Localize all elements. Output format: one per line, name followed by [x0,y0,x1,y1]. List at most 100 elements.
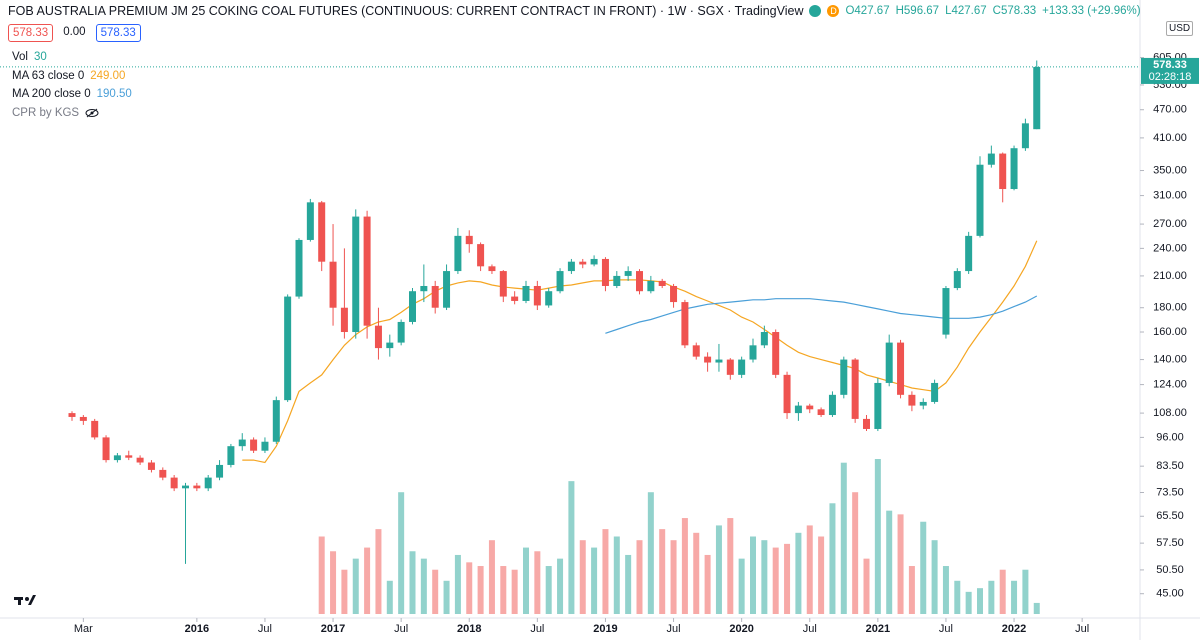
volume-bar [488,540,495,614]
candle-body [760,332,768,346]
candle-body [1033,66,1041,130]
volume-bar [704,554,711,614]
y-tick-label: 350.00 [1153,164,1187,176]
volume-bar [511,569,518,614]
trade-bar: 578.33 0.00 578.33 [8,24,141,42]
candle-body [567,261,575,272]
volume-bar [840,462,847,614]
volume-bar [931,540,938,614]
candle-body [919,401,927,406]
legend-value: 190.50 [96,88,132,100]
volume-bar [341,569,348,614]
candle-body [216,464,224,478]
candle-body [227,446,235,465]
y-tick-label: 108.00 [1153,407,1187,419]
legend-label: Vol [12,51,28,63]
candle-body [261,441,269,451]
y-tick-label: 73.50 [1156,486,1184,498]
status-dot [809,5,822,17]
candle-body [533,285,541,306]
volume-bar [784,543,791,614]
candle-body [397,321,405,343]
candle-body [250,439,258,451]
candle-body [511,296,519,301]
legend: Vol 30 MA 63 close 0 249.00 MA 200 close 0… [12,48,132,122]
currency-button[interactable]: USD [1166,21,1194,36]
low: L427.67 [945,5,987,17]
spread: 0.00 [63,26,86,38]
volume-bar [852,492,859,614]
candle-body [238,439,246,447]
candle-body [670,285,678,303]
volume-bar [1033,602,1040,614]
x-tick-label: Jul [803,623,817,635]
candle-body [931,382,939,402]
volume-bar [1022,569,1029,614]
candle-body [409,291,416,322]
volume-bar [874,459,881,614]
volume-bar [420,558,427,614]
candle-body [658,280,666,286]
candle-body [499,271,507,297]
y-tick-label: 410.00 [1153,132,1187,144]
candle-body [965,235,973,272]
candle-body [352,216,360,333]
volume-bar [318,536,325,614]
y-tick-label: 470.00 [1153,104,1187,116]
candle-body [477,244,485,267]
candle-body [976,164,984,236]
candle-body [91,420,99,438]
buy-button[interactable]: 578.33 [95,24,141,42]
volume-bar [613,536,620,614]
volume-bar [863,558,870,614]
candle-body [136,457,144,463]
price-tag-price: 578.33 [1153,59,1187,71]
volume-bar [1011,580,1018,614]
x-tick-label: 2018 [457,623,481,635]
candle-body [692,345,700,357]
candle-body [79,416,87,421]
high: H596.67 [895,5,940,17]
legend-value: 30 [34,51,47,63]
candle-body [624,271,632,276]
ma200-line [605,295,1038,334]
volume-bar [977,588,983,614]
candle-body [488,266,496,272]
candle-body [908,394,916,406]
candle-body [579,261,587,265]
volume-bar [443,580,450,614]
legend-row: MA 200 close 0 190.50 [12,85,132,104]
candle-body [738,359,746,375]
y-tick-label: 96.00 [1156,431,1184,443]
volume-bar [965,591,972,614]
candle-body [113,455,121,461]
sell-button[interactable]: 578.33 [8,24,54,42]
volume-bar [795,532,802,614]
candle-body [329,261,337,308]
volume-bar [942,566,949,614]
volume-bar [545,566,552,614]
x-tick-label: Mar [74,623,93,635]
tv-logo [14,595,36,605]
candle-body [318,202,326,262]
volume-bar [500,566,507,614]
candle-body [726,359,734,375]
candle-body [522,285,530,301]
candle-body [363,216,371,326]
header: FOB AUSTRALIA PREMIUM JM 25 COKING COAL … [8,4,1141,18]
hidden-icon[interactable] [85,108,99,118]
y-tick-label: 65.50 [1156,510,1184,522]
x-tick-label: Jul [1075,623,1089,635]
legend-label: CPR by KGS [12,106,80,119]
legend-row: CPR by KGS [12,104,132,123]
candle-body [170,477,178,489]
candle-body [840,359,848,395]
y-tick-label: 160.00 [1153,326,1187,338]
volume-bar [568,481,575,614]
candle-body [783,374,791,414]
change: +133.33 (+29.96%) [1042,5,1141,17]
volume-bar [352,558,359,614]
candle-body [681,302,689,346]
candle-body [420,285,428,292]
